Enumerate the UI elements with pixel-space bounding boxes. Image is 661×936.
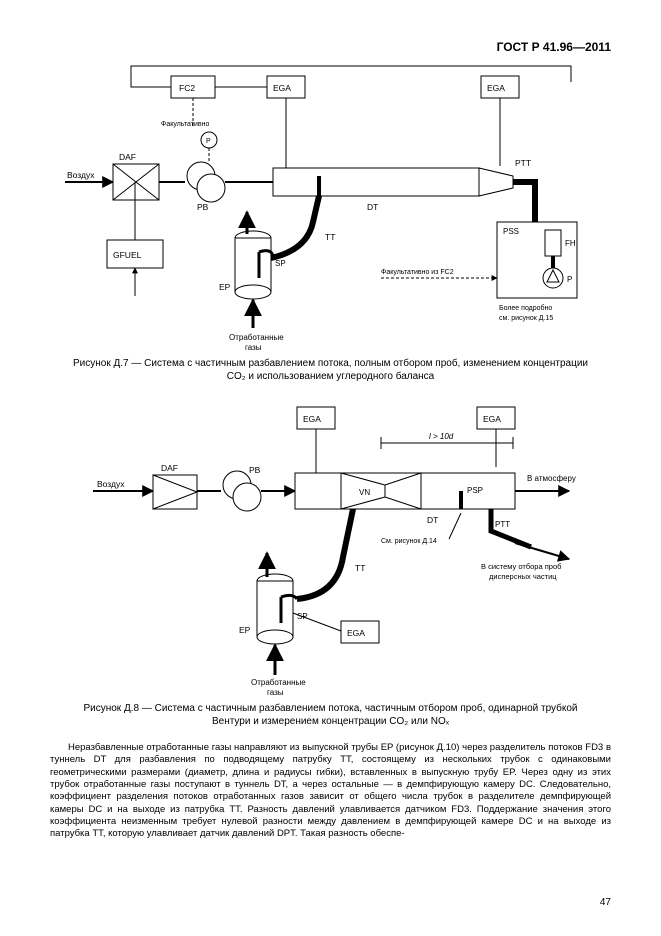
label-air: Воздух <box>67 170 95 180</box>
label-pb: PB <box>197 202 209 212</box>
label-gfuel: GFUEL <box>113 250 142 260</box>
label-ptt: PTT <box>515 158 531 168</box>
svg-text:P: P <box>206 138 211 145</box>
label-pss: PSS <box>503 227 519 236</box>
label-exh1a: Отработанные <box>229 333 284 342</box>
label-atmos: В атмосферу <box>527 474 576 483</box>
label-tt2: TT <box>355 563 365 573</box>
label-psp: PSP <box>467 486 483 495</box>
label-ep2: EP <box>239 625 251 635</box>
label-air2: Воздух <box>97 479 125 489</box>
label-fac: Факультативно <box>161 121 209 128</box>
label-ptt2: PTT <box>495 520 510 529</box>
label-ega-a: EGA <box>303 414 321 424</box>
label-tosys2: дисперсных частиц <box>489 572 557 581</box>
label-vn: VN <box>359 488 370 497</box>
label-ega-c: EGA <box>347 628 365 638</box>
label-exh1b: газы <box>245 343 262 352</box>
label-tt1: TT <box>325 232 335 242</box>
label-sp1: SP <box>275 259 286 268</box>
label-l10d: l > 10d <box>429 432 454 441</box>
label-p: P <box>567 275 572 284</box>
label-note1: Более подробно <box>499 304 552 312</box>
label-see14: См. рисунок Д.14 <box>381 538 437 545</box>
label-dt: DT <box>367 202 378 212</box>
label-ega2: EGA <box>487 83 505 93</box>
doc-header: ГОСТ Р 41.96—2011 <box>50 40 611 54</box>
page-number: 47 <box>600 897 611 908</box>
label-fh: FH <box>565 239 576 248</box>
label-facfc2: Факультативно из FC2 <box>381 269 454 276</box>
label-pb2: PB <box>249 465 261 475</box>
caption-d8: Рисунок Д.8 — Система с частичным разбав… <box>50 703 611 728</box>
label-tosys1: В систему отбора проб <box>481 562 561 571</box>
figure-d8: EGA EGA l > 10d Воздух DAF PB <box>50 397 611 697</box>
body-paragraph: Неразбавленные отработанные газы направл… <box>50 742 611 841</box>
label-ep1: EP <box>219 282 231 292</box>
label-dt2: DT <box>427 515 438 525</box>
label-daf: DAF <box>119 152 136 162</box>
label-fc2: FC2 <box>179 83 195 93</box>
label-ega1: EGA <box>273 83 291 93</box>
label-daf2: DAF <box>161 463 178 473</box>
label-ega-b: EGA <box>483 414 501 424</box>
label-exh2b: газы <box>267 688 284 697</box>
label-exh2a: Отработанные <box>251 678 306 687</box>
figure-d7: Воздух DAF PB FC2 Факультативно P <box>50 62 611 352</box>
caption-d7: Рисунок Д.7 — Система с частичным разбав… <box>50 358 611 383</box>
label-note2: см. рисунок Д.15 <box>499 315 553 322</box>
